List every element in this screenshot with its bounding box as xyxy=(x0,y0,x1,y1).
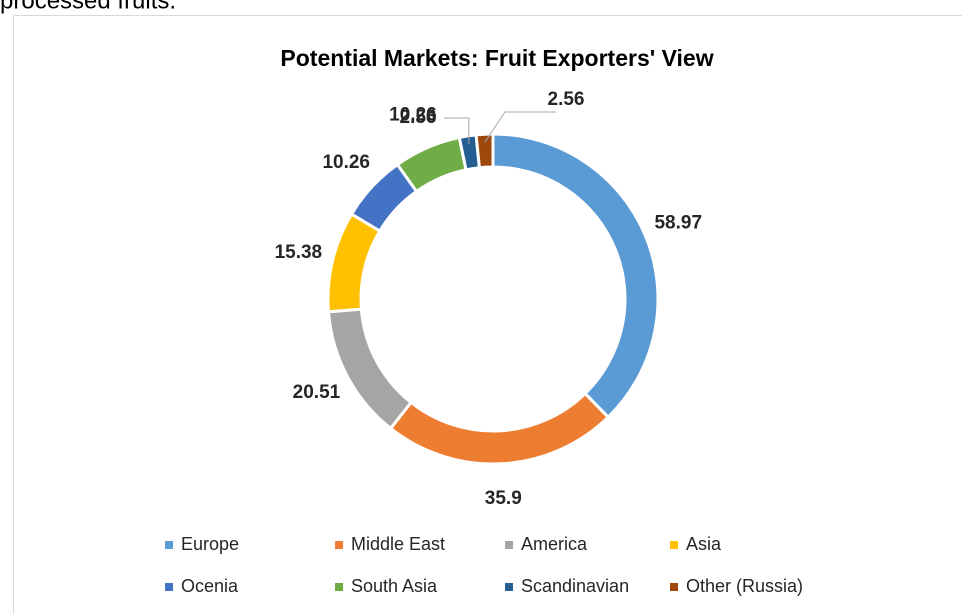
chart-frame xyxy=(13,15,962,614)
legend-label: South Asia xyxy=(351,576,438,596)
legend-swatch xyxy=(505,583,513,591)
data-label: 35.9 xyxy=(485,488,522,509)
legend-swatch xyxy=(165,541,173,549)
legend-swatch xyxy=(165,583,173,591)
legend-swatch xyxy=(335,541,343,549)
data-label: 20.51 xyxy=(293,382,341,403)
chart-title: Potential Markets: Fruit Exporters' View xyxy=(280,45,713,71)
legend-label: America xyxy=(521,534,588,554)
data-label: 2.56 xyxy=(400,107,437,128)
legend-label: Ocenia xyxy=(181,576,239,596)
data-label: 58.97 xyxy=(654,213,702,234)
data-label: 15.38 xyxy=(275,242,323,263)
legend-label: Europe xyxy=(181,534,239,554)
legend-swatch xyxy=(670,541,678,549)
donut-segment xyxy=(474,132,495,170)
legend-label: Scandinavian xyxy=(521,576,629,596)
page-text: processed fruits. xyxy=(0,0,176,14)
legend-label: Asia xyxy=(686,534,722,554)
data-label: 10.26 xyxy=(389,105,437,126)
data-label: 2.56 xyxy=(548,89,585,110)
legend-label: Middle East xyxy=(351,534,445,554)
leader-line xyxy=(484,111,556,143)
data-label: 10.26 xyxy=(322,152,370,173)
legend-swatch xyxy=(505,541,513,549)
legend-swatch xyxy=(335,583,343,591)
leader-line xyxy=(444,117,470,144)
legend-label: Other (Russia) xyxy=(686,576,803,596)
legend-swatch xyxy=(670,583,678,591)
